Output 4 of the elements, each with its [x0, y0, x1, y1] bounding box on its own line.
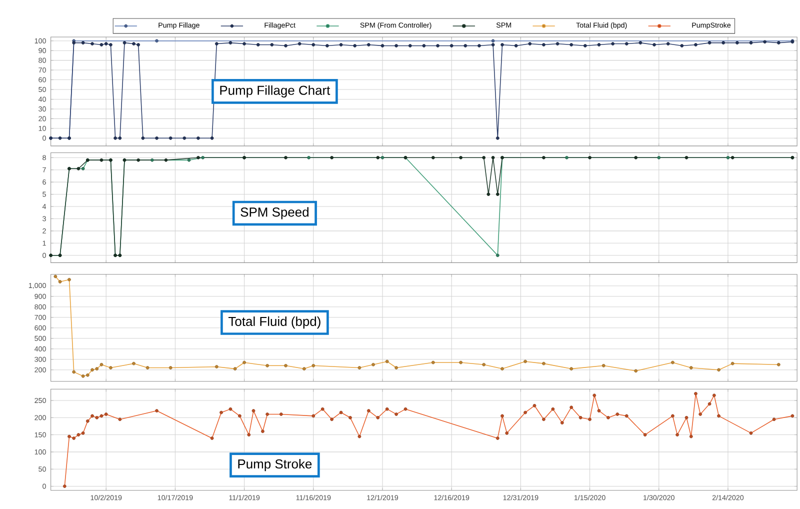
- annotation: Pump Fillage Chart: [220, 85, 330, 98]
- series-label: Pump Stroke: [238, 459, 312, 472]
- annotation: SPM Speed: [240, 207, 308, 220]
- text: Total Fluid (bpd): [228, 316, 320, 329]
